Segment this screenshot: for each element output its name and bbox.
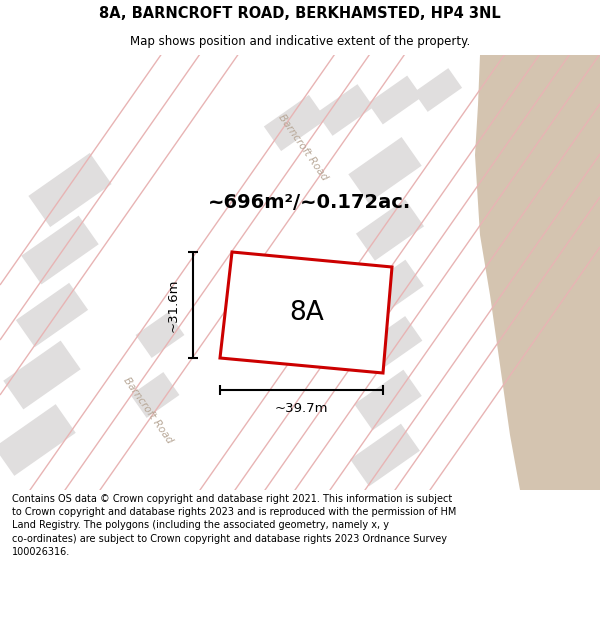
Text: Map shows position and indicative extent of the property.: Map shows position and indicative extent… <box>130 35 470 48</box>
Text: Barncroft Road: Barncroft Road <box>277 112 329 182</box>
Text: ~39.7m: ~39.7m <box>275 401 328 414</box>
Polygon shape <box>316 84 374 136</box>
Text: Barncroft Road: Barncroft Road <box>121 375 175 445</box>
Polygon shape <box>349 137 422 203</box>
Text: 8A: 8A <box>289 299 324 326</box>
Polygon shape <box>264 95 326 151</box>
Polygon shape <box>350 424 420 486</box>
Polygon shape <box>368 76 422 124</box>
Text: Contains OS data © Crown copyright and database right 2021. This information is : Contains OS data © Crown copyright and d… <box>12 494 457 557</box>
Polygon shape <box>356 199 424 261</box>
Polygon shape <box>3 341 81 409</box>
Polygon shape <box>136 312 184 358</box>
Polygon shape <box>28 153 112 227</box>
Text: ~696m²/~0.172ac.: ~696m²/~0.172ac. <box>208 194 412 213</box>
Polygon shape <box>475 55 600 490</box>
Polygon shape <box>356 259 424 321</box>
Polygon shape <box>358 316 422 374</box>
Polygon shape <box>354 369 422 431</box>
Polygon shape <box>16 283 88 347</box>
Text: ~31.6m: ~31.6m <box>167 278 179 332</box>
Polygon shape <box>220 252 392 373</box>
Polygon shape <box>21 216 99 284</box>
Polygon shape <box>131 372 179 418</box>
Text: 8A, BARNCROFT ROAD, BERKHAMSTED, HP4 3NL: 8A, BARNCROFT ROAD, BERKHAMSTED, HP4 3NL <box>99 6 501 21</box>
Polygon shape <box>0 404 76 476</box>
Polygon shape <box>414 68 462 112</box>
